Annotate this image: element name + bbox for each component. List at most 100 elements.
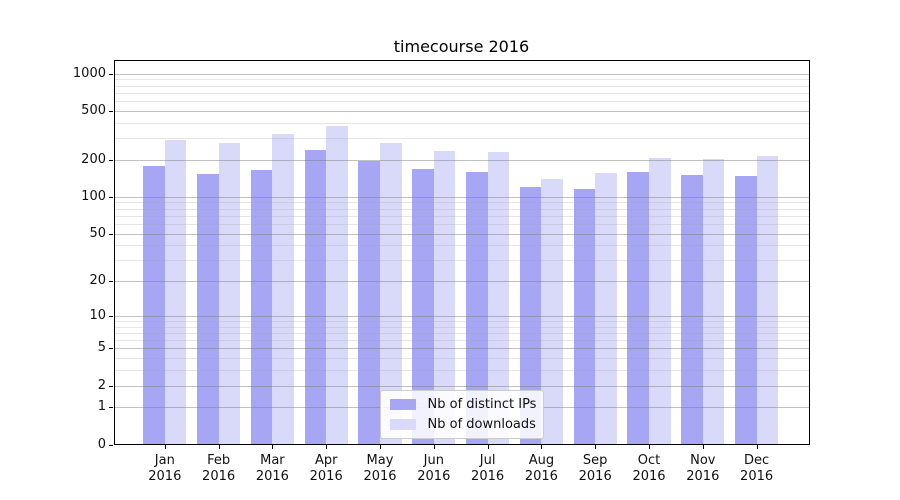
gridline-minor <box>113 245 810 247</box>
x-tick-year: 2016 <box>524 468 558 484</box>
bar-nb-of-downloads-sep <box>595 173 617 445</box>
gridline-major <box>113 73 810 75</box>
x-tick-month: Oct <box>637 452 661 468</box>
x-tick-month: Aug <box>528 452 555 468</box>
y-tick-label: 20 <box>89 273 106 289</box>
gridline-major <box>113 348 810 350</box>
x-tick-year: 2016 <box>255 468 289 484</box>
x-tick-month: Feb <box>207 452 231 468</box>
legend-row: Nb of distinct IPs <box>389 397 537 412</box>
bar-nb-of-downloads-nov <box>702 158 725 445</box>
legend-swatch-nb-of-distinct-ips <box>389 399 416 410</box>
gridline-major <box>113 385 810 387</box>
x-tick-year: 2016 <box>148 468 182 484</box>
y-tick-mark <box>109 348 113 350</box>
x-tick-year: 2016 <box>363 468 397 484</box>
bar-nb-of-distinct-ips-dec <box>735 176 757 445</box>
gridline-minor <box>113 215 810 217</box>
bar-nb-of-downloads-jun <box>433 150 456 445</box>
y-tick-mark <box>109 110 113 112</box>
bar-nb-of-distinct-ips-apr <box>304 149 327 445</box>
x-tick-month: Dec <box>744 452 770 468</box>
x-tick-month: Mar <box>260 452 285 468</box>
bar-nb-of-downloads-aug <box>541 178 563 445</box>
gridline-major <box>113 281 810 283</box>
x-tick-month: Nov <box>690 452 716 468</box>
x-tick-label: Oct 2016 <box>617 453 681 485</box>
x-tick-label: Sep 2016 <box>563 453 627 485</box>
gridline-minor <box>113 122 810 124</box>
x-tick-year: 2016 <box>471 468 505 484</box>
gridline-minor <box>113 340 810 342</box>
y-tick-label: 50 <box>89 225 106 241</box>
y-tick-label: 5 <box>97 340 106 356</box>
x-tick-month: Jan <box>154 452 175 468</box>
gridline-minor <box>113 358 810 360</box>
x-tick-mark <box>326 444 328 449</box>
x-tick-label: Apr 2016 <box>294 453 358 485</box>
legend-swatch-nb-of-downloads <box>389 419 416 430</box>
bar-nb-of-downloads-feb <box>218 142 241 445</box>
y-tick-mark <box>109 315 113 317</box>
y-tick-mark <box>109 281 113 283</box>
y-tick-label: 10 <box>89 307 106 323</box>
gridline-minor <box>113 326 810 328</box>
x-tick-year: 2016 <box>202 468 236 484</box>
x-tick-label: Jun 2016 <box>402 453 466 485</box>
y-tick-mark <box>109 385 113 387</box>
bar-nb-of-distinct-ips-may <box>358 160 380 445</box>
legend-row: Nb of downloads <box>389 417 536 432</box>
gridline-minor <box>113 332 810 334</box>
x-tick-year: 2016 <box>740 468 774 484</box>
x-tick-month: Sep <box>582 452 608 468</box>
x-tick-mark <box>380 444 381 449</box>
bar-nb-of-downloads-may <box>380 142 402 445</box>
x-tick-year: 2016 <box>417 468 451 484</box>
x-tick-label: Jul 2016 <box>456 453 520 485</box>
x-tick-mark <box>595 444 597 449</box>
y-tick-label: 100 <box>81 188 106 204</box>
plot-area: Nb of distinct IPs Nb of downloads <box>113 60 810 445</box>
chart-title: timecourse 2016 <box>393 37 530 56</box>
x-tick-label: May 2016 <box>348 453 412 485</box>
gridline-minor <box>113 320 810 322</box>
x-tick-mark <box>433 444 435 449</box>
bar-nb-of-downloads-jul <box>487 151 510 445</box>
gridline-minor <box>113 370 810 372</box>
y-tick-label: 500 <box>81 102 106 118</box>
bar-nb-of-distinct-ips-jan <box>143 165 165 445</box>
x-tick-label: Aug 2016 <box>509 453 573 485</box>
y-tick-label: 1 <box>97 399 106 415</box>
gridline-major <box>113 315 810 317</box>
gridline-minor <box>113 92 810 94</box>
x-tick-mark <box>218 444 220 449</box>
bar-nb-of-distinct-ips-nov <box>681 175 703 445</box>
x-tick-label: Nov 2016 <box>671 453 735 485</box>
y-tick-mark <box>109 196 113 198</box>
y-tick-label: 0 <box>97 436 106 452</box>
gridline-minor <box>113 223 810 225</box>
legend-label: Nb of distinct IPs <box>427 397 537 412</box>
gridline-major <box>113 159 810 161</box>
bar-nb-of-distinct-ips-sep <box>573 189 596 445</box>
y-tick-mark <box>109 444 113 446</box>
bar-nb-of-distinct-ips-feb <box>197 173 219 445</box>
bar-nb-of-downloads-mar <box>272 133 294 445</box>
x-tick-mark <box>164 444 166 449</box>
legend: Nb of distinct IPs Nb of downloads <box>379 390 544 439</box>
x-tick-mark <box>487 444 489 449</box>
bar-nb-of-distinct-ips-oct <box>627 171 649 445</box>
bar-nb-of-downloads-apr <box>326 125 348 445</box>
gridline-minor <box>113 101 810 103</box>
gridline-minor <box>113 208 810 210</box>
x-tick-mark <box>649 444 650 449</box>
x-tick-mark <box>541 444 543 449</box>
bar-nb-of-downloads-dec <box>756 155 779 445</box>
x-tick-mark <box>702 444 704 449</box>
x-tick-mark <box>272 444 274 449</box>
x-tick-year: 2016 <box>578 468 612 484</box>
gridline-minor <box>113 260 810 262</box>
y-tick-mark <box>109 407 113 409</box>
gridline-minor <box>113 138 810 140</box>
gridline-major <box>113 110 810 112</box>
